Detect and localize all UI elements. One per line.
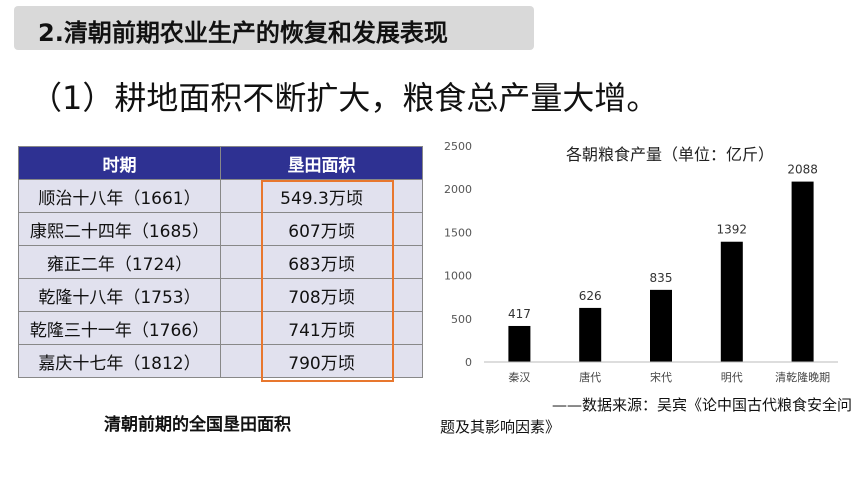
data-source-note: ——数据来源：吴宾《论中国古代粮食安全问 题及其影响因素》 xyxy=(440,394,852,438)
chart-title: 各朝粮食产量（单位：亿斤） xyxy=(566,145,774,164)
table-row: 顺治十八年（1661） 549.3万顷 xyxy=(18,179,423,213)
bar-5 xyxy=(791,181,814,362)
reclaimed-land-table: 时期 垦田面积 顺治十八年（1661） 549.3万顷 康熙二十四年（1685）… xyxy=(18,146,423,378)
table-row: 乾隆十八年（1753） 708万顷 xyxy=(18,278,423,312)
x-tick-label: 宋代 xyxy=(650,370,672,384)
bar-value-label: 1392 xyxy=(717,223,748,237)
bar-1 xyxy=(508,325,531,362)
bar-value-label: 626 xyxy=(579,289,602,303)
period-cell: 雍正二年（1724） xyxy=(18,245,221,279)
table-row: 雍正二年（1724） 683万顷 xyxy=(18,245,423,279)
subtitle: （1）耕地面积不断扩大，粮食总产量大增。 xyxy=(30,79,659,117)
x-tick-label: 秦汉 xyxy=(508,370,530,384)
area-cell: 607万顷 xyxy=(220,212,423,246)
y-tick-label: 0 xyxy=(465,356,472,369)
x-tick-label: 明代 xyxy=(721,371,743,384)
column-header-period: 时期 xyxy=(18,146,221,180)
y-tick-label: 2000 xyxy=(444,183,472,196)
bar-2 xyxy=(579,307,602,362)
area-cell: 683万顷 xyxy=(220,245,423,279)
page-title: 2.清朝前期农业生产的恢复和发展表现 xyxy=(38,19,448,47)
bar-4 xyxy=(720,241,743,362)
area-cell: 549.3万顷 xyxy=(220,179,423,213)
period-cell: 顺治十八年（1661） xyxy=(18,179,221,213)
x-tick-label: 唐代 xyxy=(579,370,601,384)
table-header-row: 时期 垦田面积 xyxy=(18,146,423,180)
period-cell: 乾隆三十一年（1766） xyxy=(18,311,221,345)
y-tick-label: 1500 xyxy=(444,226,472,239)
x-tick-label: 清乾隆晚期 xyxy=(775,370,830,384)
bar-value-label: 417 xyxy=(508,307,531,321)
bar-3 xyxy=(650,289,672,362)
chart-svg: 各朝粮食产量（单位：亿斤） 0 500 1000 1500 2000 2500 417 62… xyxy=(444,140,838,384)
table-caption: 清朝前期的全国垦田面积 xyxy=(104,415,291,435)
y-tick-label: 1000 xyxy=(444,270,472,283)
table-row: 康熙二十四年（1685） 607万顷 xyxy=(18,212,423,246)
area-cell: 790万顷 xyxy=(220,344,423,378)
period-cell: 嘉庆十七年（1812） xyxy=(18,344,221,378)
area-cell: 741万顷 xyxy=(220,311,423,345)
area-cell: 708万顷 xyxy=(220,278,423,312)
grain-output-chart: 各朝粮食产量（单位：亿斤） 0 500 1000 1500 2000 2500 417 62… xyxy=(438,136,848,392)
y-tick-label: 2500 xyxy=(444,140,472,153)
bar-value-label: 835 xyxy=(650,271,673,285)
table-row: 嘉庆十七年（1812） 790万顷 xyxy=(18,344,423,378)
title-banner: 2.清朝前期农业生产的恢复和发展表现 xyxy=(14,6,534,50)
bar-series: 417 626 835 1392 2088 xyxy=(508,163,818,362)
y-tick-label: 500 xyxy=(451,313,472,326)
x-axis: 秦汉 唐代 宋代 明代 清乾隆晚期 xyxy=(484,361,838,384)
period-cell: 康熙二十四年（1685） xyxy=(18,212,221,246)
column-header-area: 垦田面积 xyxy=(220,146,423,180)
source-line-1: ——数据来源：吴宾《论中国古代粮食安全问 xyxy=(551,396,852,414)
table-row: 乾隆三十一年（1766） 741万顷 xyxy=(18,311,423,345)
period-cell: 乾隆十八年（1753） xyxy=(18,278,221,312)
bar-value-label: 2088 xyxy=(787,163,818,177)
source-line-2: 题及其影响因素》 xyxy=(440,418,561,436)
y-axis: 0 500 1000 1500 2000 2500 xyxy=(444,140,472,369)
